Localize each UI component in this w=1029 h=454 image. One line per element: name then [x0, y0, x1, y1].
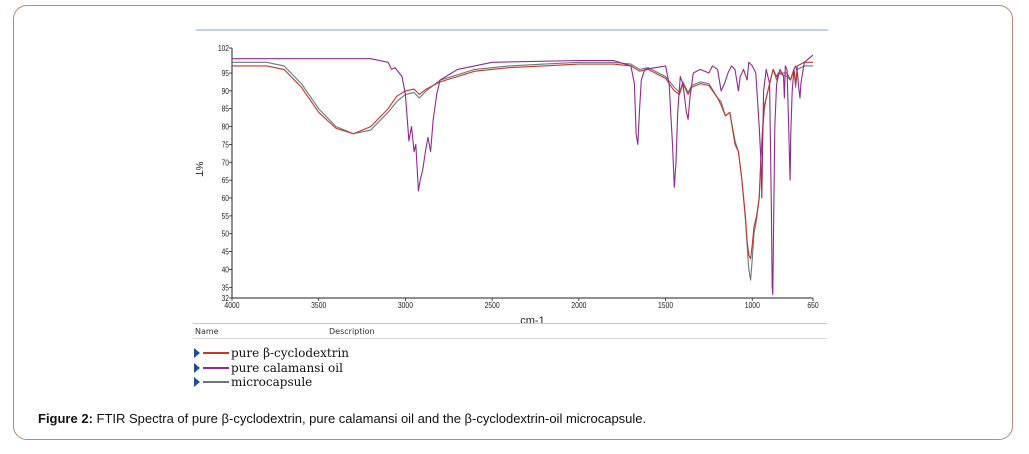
y-tick-label: 55 — [222, 211, 229, 221]
caption-text: FTIR Spectra of pure β-cyclodextrin, pur… — [92, 411, 647, 426]
y-tick-label: 95 — [222, 68, 229, 78]
x-tick-label: 650 — [807, 300, 818, 310]
chart-series — [232, 54, 814, 295]
y-tick-label: 75 — [222, 140, 229, 150]
x-tick-label: 1500 — [658, 300, 673, 310]
x-tick-label: 3000 — [398, 300, 413, 310]
legend-swatch — [203, 366, 229, 369]
y-tick-label: 50 — [222, 229, 229, 239]
legend-item: pure calamansi oil — [194, 361, 349, 376]
legend-label: pure β-cyclodextrin — [231, 346, 350, 361]
chevron-right-icon — [194, 377, 202, 388]
legend-swatch — [203, 352, 229, 355]
x-tick-label: 1000 — [745, 300, 760, 310]
y-tick-label: 70 — [222, 157, 229, 167]
series-line-pure-cyclodextrin — [232, 61, 813, 260]
legend-item: microcapsule — [194, 375, 349, 390]
figure-frame — [13, 5, 1013, 440]
caption-label: Figure 2: — [38, 411, 93, 426]
y-tick-label: 80 — [222, 122, 229, 132]
series-line-pure-calamansi-oil — [232, 54, 814, 295]
legend-item: pure β-cyclodextrin — [194, 346, 349, 361]
series-line-microcapsule — [232, 61, 813, 281]
y-tick-label: 65 — [222, 175, 229, 185]
chevron-right-icon — [194, 362, 202, 373]
chevron-right-icon — [194, 348, 202, 359]
x-axis-label: cm-1 — [520, 315, 544, 327]
figure-caption: Figure 2: FTIR Spectra of pure β-cyclode… — [38, 411, 646, 426]
x-tick-label: 3500 — [311, 300, 326, 310]
y-tick-label: 60 — [222, 193, 229, 203]
x-tick-label: 2500 — [485, 300, 500, 310]
legend-col-description: Description — [329, 327, 375, 336]
legend-label: pure calamansi oil — [231, 360, 343, 375]
x-tick-label: 4000 — [224, 300, 239, 310]
y-tick-label: 35 — [222, 282, 229, 292]
legend-table-header: Name Description — [193, 323, 827, 339]
x-tick-label: 2000 — [571, 300, 586, 310]
legend-label: microcapsule — [231, 375, 313, 390]
chart-legend: pure β-cyclodextrin pure calamansi oil mic… — [194, 346, 349, 390]
y-tick-label: 85 — [222, 104, 229, 114]
y-tick-label: 90 — [222, 86, 229, 96]
y-axis-label: %T — [193, 162, 204, 177]
legend-col-name: Name — [195, 327, 219, 336]
y-tick-label: 32 — [222, 293, 229, 303]
legend-swatch — [203, 381, 229, 384]
y-tick-label: 40 — [222, 265, 229, 275]
ftir-chart: 102 95 90 85 80 75 70 65 60 55 50 45 40 35 32 4000 3500 3… — [170, 12, 840, 397]
y-tick-label: 102 — [218, 43, 229, 53]
y-tick-label: 45 — [222, 247, 229, 257]
